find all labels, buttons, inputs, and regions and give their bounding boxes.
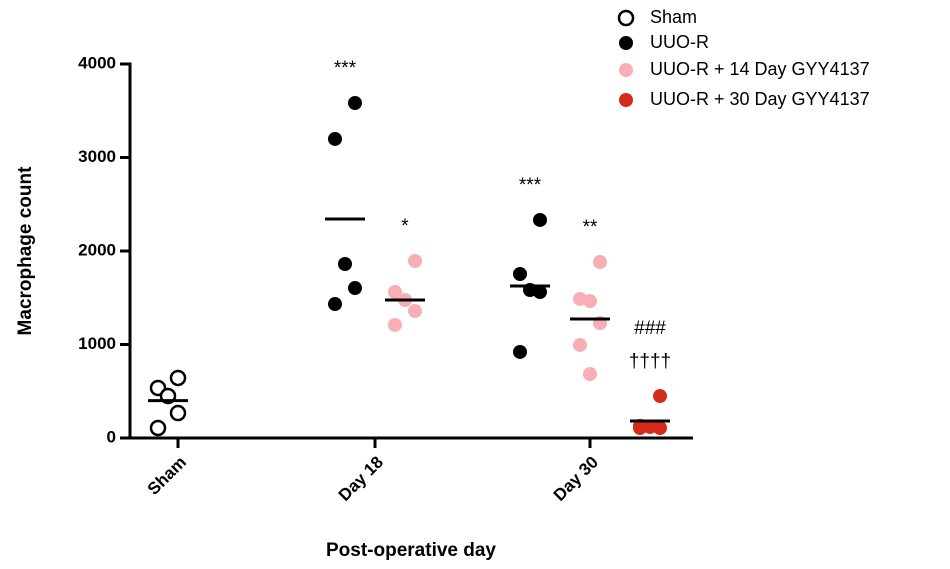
- data-point: [169, 369, 187, 387]
- data-point: [653, 389, 667, 404]
- significance-label: *: [401, 216, 409, 237]
- data-point: [169, 404, 187, 422]
- data-point: [388, 285, 402, 300]
- data-point: [513, 344, 527, 359]
- data-point: [408, 254, 422, 269]
- data-point: [348, 281, 362, 296]
- data-point: [533, 212, 547, 227]
- data-point: [328, 297, 342, 312]
- data-point: [408, 304, 422, 319]
- significance-label: ###: [634, 318, 666, 339]
- significance-label: ***: [334, 58, 357, 79]
- legend-marker: [617, 9, 635, 27]
- legend-label: UUO-R + 30 Day GYY4137: [650, 89, 870, 109]
- x-tick-label: Day 18: [335, 453, 387, 505]
- y-tick-label: 0: [107, 427, 116, 446]
- y-tick-label: 2000: [78, 240, 116, 259]
- data-point: [583, 367, 597, 382]
- x-axis-label: Post-operative day: [326, 540, 496, 561]
- data-point: [633, 420, 647, 435]
- legend-marker: [619, 93, 633, 107]
- data-point: [533, 285, 547, 300]
- legend-marker: [619, 63, 633, 77]
- data-point: [338, 256, 352, 271]
- legend-label: UUO-R + 14 Day GYY4137: [650, 59, 870, 79]
- data-point: [573, 337, 587, 352]
- data-point: [653, 420, 667, 435]
- x-tick-label: Sham: [144, 453, 190, 499]
- data-point: [328, 131, 342, 146]
- data-point: [513, 267, 527, 282]
- y-axis-label: Macrophage count: [15, 166, 36, 336]
- legend-marker: [619, 36, 633, 50]
- significance-label: **: [583, 217, 598, 238]
- data-point: [348, 95, 362, 110]
- y-tick-label: 3000: [78, 147, 116, 166]
- data-point: [149, 419, 167, 437]
- y-tick-label: 1000: [78, 334, 116, 353]
- legend-label: UUO-R: [650, 32, 709, 52]
- significance-label: ***: [519, 175, 542, 196]
- y-tick-label: 4000: [78, 53, 116, 72]
- data-point: [388, 317, 402, 332]
- legend-label: Sham: [650, 7, 697, 27]
- x-tick-label: Day 30: [550, 453, 602, 505]
- significance-label: ††††: [629, 351, 671, 372]
- data-point: [593, 255, 607, 270]
- data-point: [583, 294, 597, 309]
